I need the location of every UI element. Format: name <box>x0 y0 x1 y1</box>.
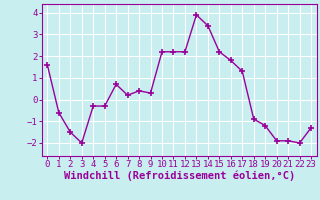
X-axis label: Windchill (Refroidissement éolien,°C): Windchill (Refroidissement éolien,°C) <box>64 171 295 181</box>
